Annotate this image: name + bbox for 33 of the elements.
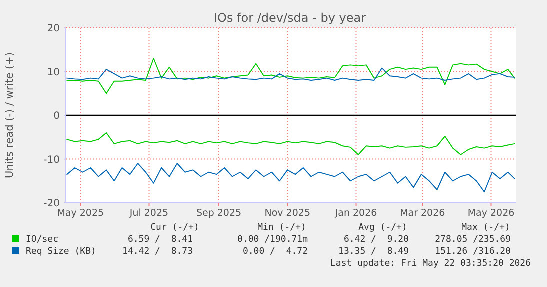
text: Last update: Fri May 22 03:35:20 2026 <box>330 259 531 269</box>
x-tick-label: May 2026 <box>468 208 515 219</box>
text: 14.42 / 8.73 <box>122 247 193 257</box>
chart-title: IOs for /dev/sda - by year <box>214 11 366 25</box>
x-tick-label: Sep 2025 <box>196 208 242 219</box>
text: 151.26 /316.20 <box>435 247 511 257</box>
line-series <box>66 163 516 193</box>
line-series <box>66 132 516 156</box>
text: 13.35 / 8.49 <box>338 247 409 257</box>
x-tick-label: Jul 2025 <box>128 208 169 219</box>
text: 0.00 /190.71m <box>238 235 308 245</box>
text: 278.05 /235.69 <box>435 235 511 245</box>
legend-label: Req Size (KB) <box>26 247 96 257</box>
text: 0.00 / 4.72 <box>242 247 308 257</box>
y-tick-label: -10 <box>44 154 60 166</box>
y-tick-label: 10 <box>47 67 60 78</box>
x-tick-label: Nov 2025 <box>264 208 310 219</box>
y-tick-label: 0 <box>54 111 60 122</box>
text: Cur (-/+) <box>150 223 200 233</box>
x-tick-label: Jan 2026 <box>334 208 378 219</box>
x-tick-label: Mar 2026 <box>400 208 446 219</box>
y-tick-label: 20 <box>47 24 60 34</box>
line-series <box>66 68 516 81</box>
text: 6.59 / 8.41 <box>128 235 193 245</box>
x-tick-label: May 2025 <box>57 208 104 219</box>
text: Avg (-/+) <box>358 223 408 233</box>
text: 6.42 / 9.20 <box>344 235 409 245</box>
y-tick-label: -20 <box>44 198 60 210</box>
y-axis-title: Units read (-) / write (+) <box>4 52 16 179</box>
text: Max (-/+) <box>462 223 510 233</box>
text: Min (-/+) <box>258 223 306 233</box>
line-series <box>66 58 516 94</box>
legend-label: IO/sec <box>26 235 59 245</box>
